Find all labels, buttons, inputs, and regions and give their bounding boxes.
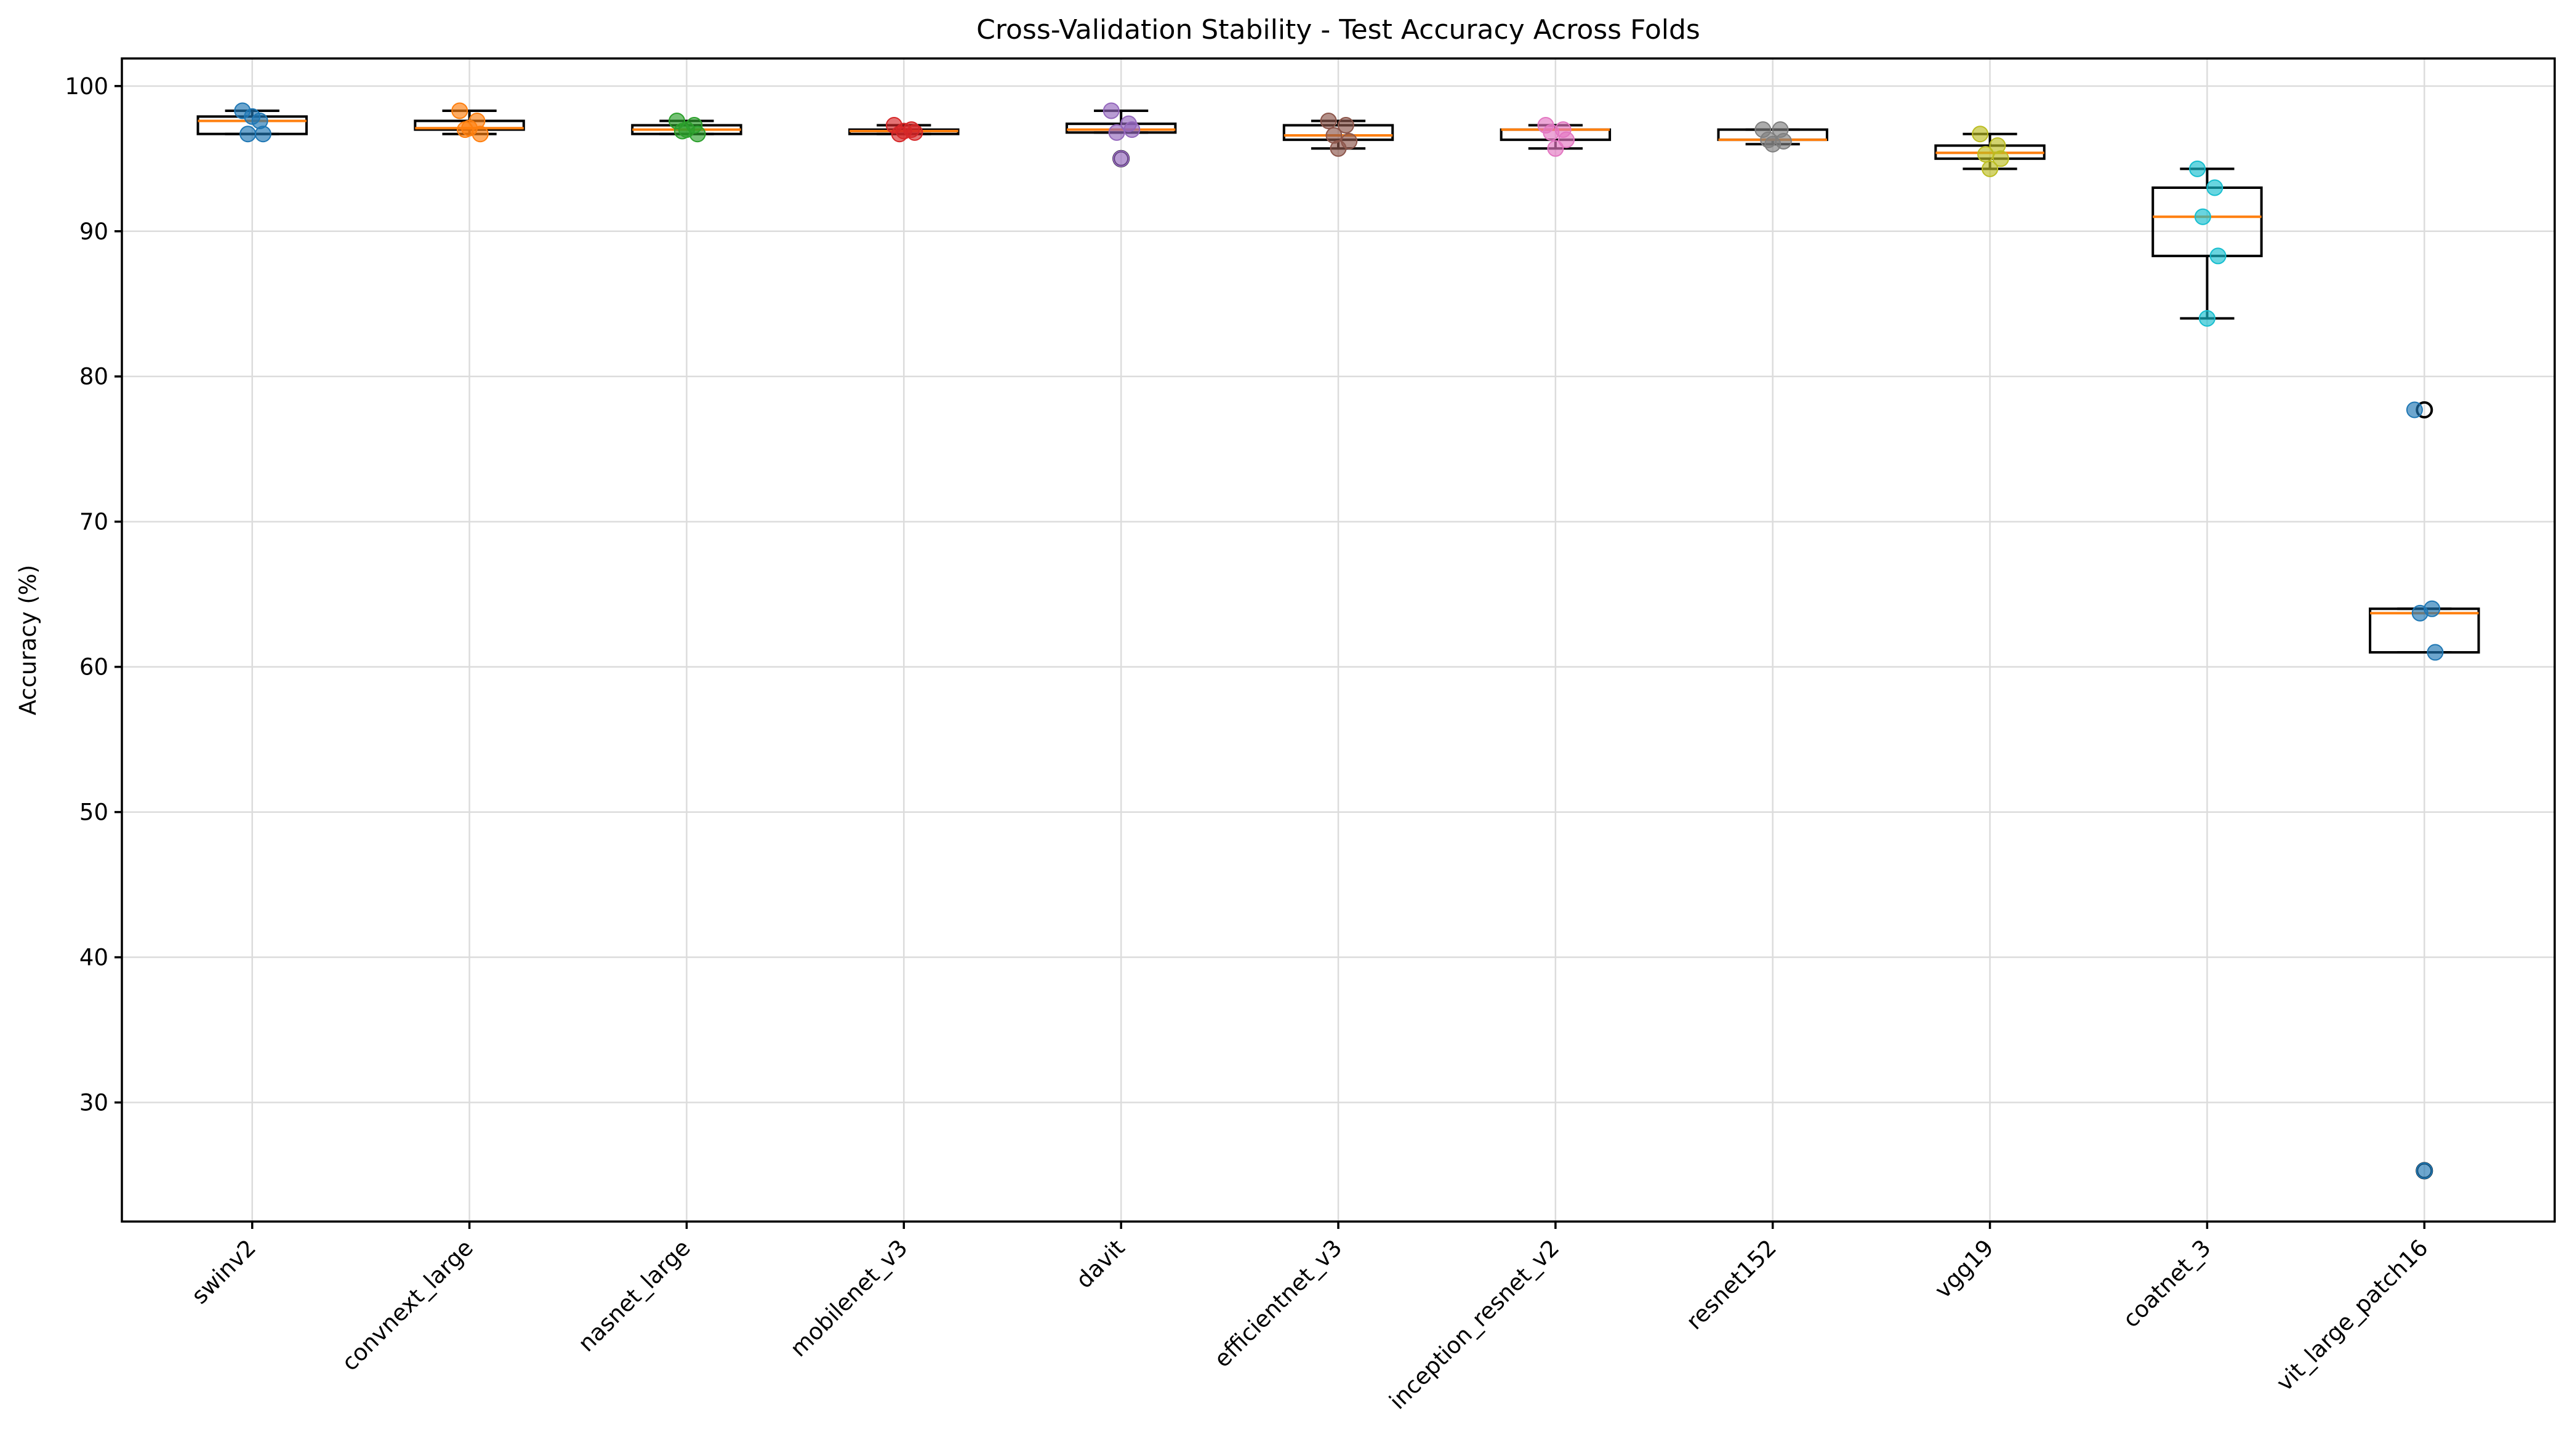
fold-point <box>2411 604 2428 622</box>
fold-point <box>1558 131 1575 148</box>
fold-point <box>1123 121 1141 138</box>
fold-point <box>2406 401 2423 418</box>
chart-title: Cross-Validation Stability - Test Accura… <box>976 14 1700 46</box>
y-tick-label: 40 <box>79 945 108 971</box>
y-axis-ticks: 30 40 50 60 70 80 90 100 <box>65 73 122 1116</box>
fold-point <box>254 126 271 143</box>
y-tick-label: 100 <box>65 73 108 100</box>
fold-point <box>1972 126 1989 143</box>
fold-point <box>2198 310 2215 327</box>
y-axis-label: Accuracy (%) <box>15 565 41 716</box>
fold-point <box>244 108 261 125</box>
y-tick-label: 80 <box>79 364 108 390</box>
fold-point <box>678 121 695 138</box>
y-tick-label: 50 <box>79 799 108 826</box>
fold-point <box>1547 140 1564 157</box>
fold-point <box>1543 124 1560 141</box>
fold-point <box>1108 124 1125 141</box>
fold-point <box>1330 140 1347 157</box>
fold-point <box>2194 208 2211 225</box>
fold-point <box>2427 644 2444 661</box>
fold-point <box>2206 179 2224 196</box>
fold-point <box>895 122 912 140</box>
fold-point <box>239 126 257 143</box>
fold-point <box>2189 160 2206 177</box>
fold-point <box>2209 247 2227 265</box>
y-tick-label: 30 <box>79 1090 108 1116</box>
fold-point <box>1103 102 1120 119</box>
y-tick-label: 70 <box>79 509 108 535</box>
grid-layer <box>122 58 2555 1222</box>
fold-point <box>1992 150 2009 167</box>
fold-point <box>1112 150 1130 167</box>
fold-point <box>1977 146 1995 163</box>
fold-point <box>2416 1162 2433 1179</box>
fold-point <box>451 102 468 119</box>
fold-point <box>1764 135 1782 153</box>
fold-point <box>1320 112 1337 129</box>
fold-point <box>1982 160 1999 177</box>
y-tick-label: 90 <box>79 218 108 245</box>
fold-point <box>1337 117 1354 134</box>
point-layer <box>234 102 2444 1179</box>
y-tick-label: 60 <box>79 654 108 681</box>
fold-point <box>461 119 478 137</box>
